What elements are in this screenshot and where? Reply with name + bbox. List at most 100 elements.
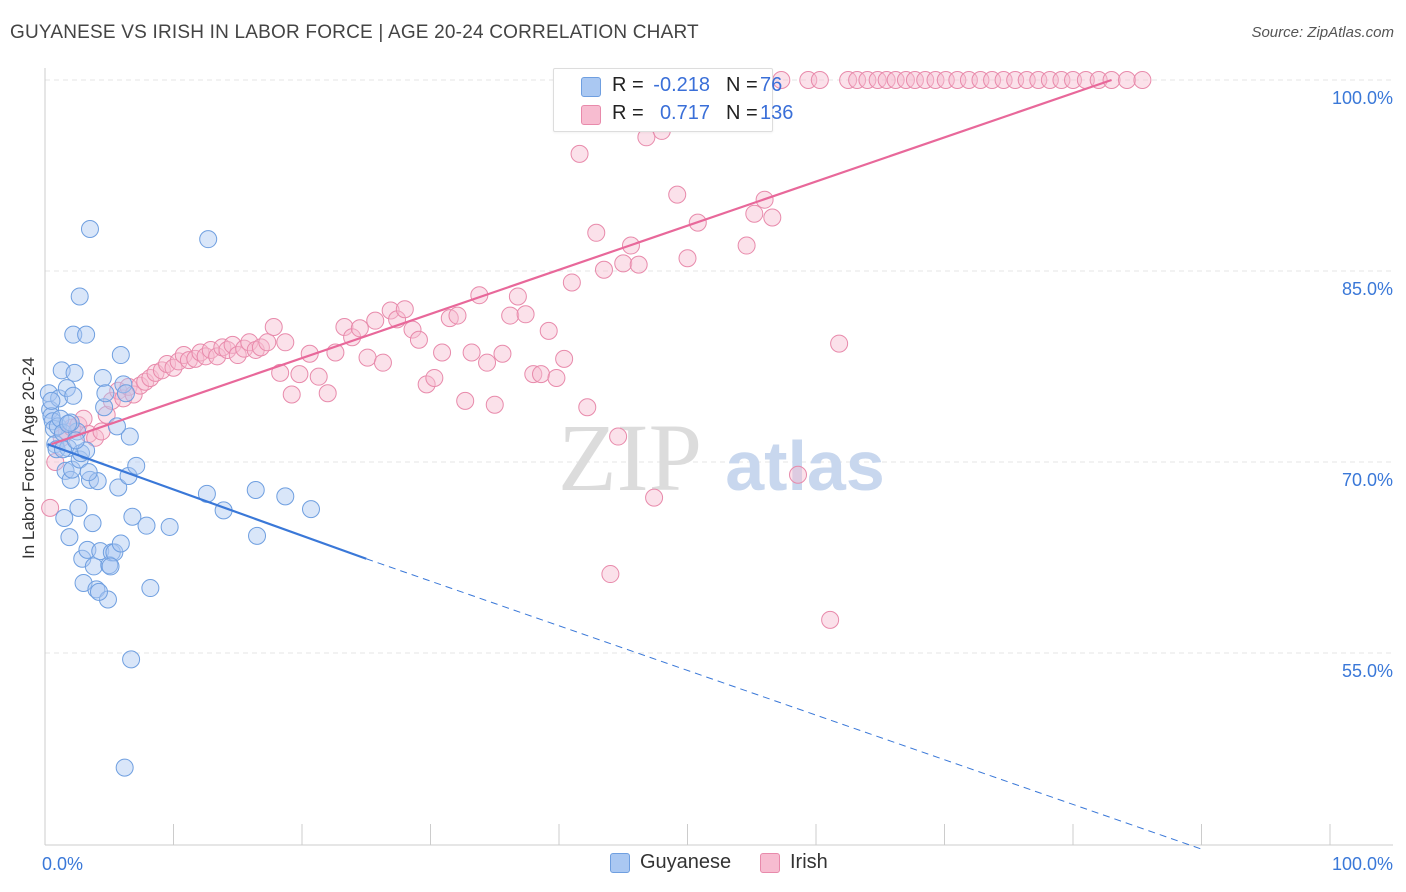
irish-point xyxy=(1117,71,1136,89)
irish-point xyxy=(578,398,597,417)
watermark-zip: ZIP xyxy=(558,404,702,511)
guyanese-point xyxy=(115,758,134,777)
irish-point xyxy=(478,353,497,372)
guyanese-point xyxy=(87,580,106,599)
irish-point xyxy=(102,391,121,410)
chart-title: GUYANESE VS IRISH IN LABOR FORCE | AGE 2… xyxy=(10,22,699,43)
guyanese-point xyxy=(56,461,75,480)
irish-point xyxy=(417,375,436,394)
guyanese-point xyxy=(248,526,267,545)
irish-point xyxy=(601,565,620,584)
x-tick-label: 100.0% xyxy=(1332,854,1393,874)
irish-point xyxy=(1133,71,1152,89)
irish-point xyxy=(485,395,504,414)
irish-point xyxy=(1089,71,1108,89)
irish-point xyxy=(508,287,527,306)
irish-point xyxy=(916,71,935,89)
n-value: 76 xyxy=(760,74,783,96)
guyanese-point xyxy=(60,528,79,547)
legend-row-guyanese: R = -0.218 N = 76 xyxy=(554,71,782,101)
guyanese-point xyxy=(79,463,98,482)
y-tick-label: 85.0% xyxy=(1342,279,1393,299)
axes xyxy=(44,68,1393,846)
irish-point xyxy=(271,363,290,382)
irish-point xyxy=(745,204,764,223)
guyanese-point xyxy=(84,557,103,576)
guyanese-point xyxy=(122,650,141,669)
y-tick-label: 70.0% xyxy=(1342,470,1393,490)
irish-point xyxy=(763,208,782,227)
guyanese-point xyxy=(111,346,130,365)
watermark: ZIP atlas xyxy=(558,404,885,511)
y-tick-label: 100.0% xyxy=(1332,88,1393,108)
guyanese-swatch xyxy=(581,77,601,97)
guyanese-point xyxy=(91,542,110,561)
irish-point xyxy=(309,367,328,386)
irish-point xyxy=(810,71,829,89)
guyanese-point xyxy=(80,219,99,238)
guyanese-point xyxy=(89,582,108,601)
guyanese-point xyxy=(123,507,142,526)
guyanese-point xyxy=(116,384,135,403)
irish-point xyxy=(350,319,369,338)
guyanese-point xyxy=(93,368,112,387)
irish-point xyxy=(258,333,277,352)
r-value: -0.218 xyxy=(653,74,710,96)
tick-labels: 55.0% 70.0% 85.0% 100.0% 0.0% 100.0% xyxy=(42,88,1393,874)
guyanese-point xyxy=(276,487,295,506)
n-label: N = xyxy=(726,102,758,124)
source-label: Source: ZipAtlas.com xyxy=(1251,24,1394,41)
irish-point xyxy=(213,338,232,357)
guyanese-point xyxy=(80,470,99,489)
irish-point xyxy=(737,236,756,255)
irish-point xyxy=(433,343,452,362)
y-tick-label: 55.0% xyxy=(1342,661,1393,681)
irish-point xyxy=(830,334,849,353)
guyanese-point xyxy=(246,481,265,500)
guyanese-point xyxy=(64,386,83,405)
guyanese-point xyxy=(96,384,115,403)
r-label: R = xyxy=(612,102,644,124)
irish-point xyxy=(282,385,301,404)
irish-trend-line xyxy=(51,78,1112,446)
correlation-legend: R = -0.218 N = 76 R = 0.717 N = 136 xyxy=(553,68,793,132)
trend-lines xyxy=(47,78,1202,850)
guyanese-point xyxy=(77,325,96,344)
irish-point xyxy=(425,368,444,387)
guyanese-point xyxy=(59,414,78,433)
irish-point xyxy=(524,365,543,384)
guyanese-legend-label: Guyanese xyxy=(640,851,732,873)
irish-point xyxy=(318,384,337,403)
y-axis-label: In Labor Force | Age 20-24 xyxy=(19,357,38,559)
irish-point xyxy=(539,321,558,340)
irish-point xyxy=(614,254,633,273)
guyanese-point xyxy=(70,287,89,306)
irish-legend-swatch xyxy=(760,853,780,873)
irish-point xyxy=(848,71,867,89)
guyanese-point xyxy=(83,514,102,533)
irish-point xyxy=(276,333,295,352)
irish-point xyxy=(516,305,535,324)
guyanese-point xyxy=(120,427,139,446)
irish-legend-label: Irish xyxy=(790,851,828,873)
irish-point xyxy=(532,365,551,384)
guyanese-point xyxy=(42,391,61,410)
irish-point xyxy=(926,71,945,89)
guyanese-trend-line xyxy=(47,443,367,560)
irish-point xyxy=(678,249,697,268)
irish-point xyxy=(335,318,354,337)
irish-point xyxy=(448,306,467,325)
irish-point xyxy=(858,71,877,89)
irish-point xyxy=(493,344,512,363)
irish-point xyxy=(555,349,574,368)
irish-point xyxy=(547,368,566,387)
guyanese-point xyxy=(57,379,76,398)
guyanese-point xyxy=(98,590,117,609)
guyanese-point xyxy=(101,557,120,576)
irish-point xyxy=(562,273,581,292)
legend-row-irish: R = 0.717 N = 136 xyxy=(554,99,793,129)
guyanese-point xyxy=(160,517,179,536)
guyanese-point xyxy=(199,230,218,249)
guyanese-legend-swatch xyxy=(610,853,630,873)
irish-point xyxy=(821,610,840,629)
